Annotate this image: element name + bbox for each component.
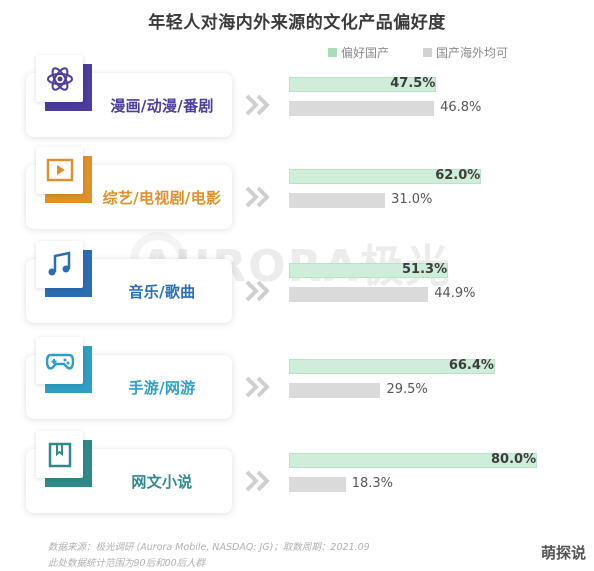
bar-domestic	[289, 77, 437, 92]
category-card: 漫画/动漫/番剧	[26, 55, 232, 137]
chevron-right-icon	[245, 470, 270, 492]
legend-swatch-domestic	[328, 48, 337, 57]
legend-item-domestic: 偏好国产	[328, 44, 389, 61]
category-icon-tile	[36, 241, 92, 297]
category-label: 漫画/动漫/番剧	[110, 96, 214, 115]
legend-swatch-either	[423, 48, 432, 57]
category-card: 综艺/电视剧/电影	[26, 147, 232, 229]
value-label-either: 29.5%	[386, 382, 428, 397]
book-icon	[36, 431, 83, 478]
gamepad-icon	[36, 337, 83, 384]
value-label-either: 31.0%	[391, 192, 433, 207]
value-label-domestic: 66.4%	[448, 358, 494, 373]
category-label: 手游/网游	[128, 378, 196, 397]
chevron-right-icon	[245, 94, 270, 116]
value-label-either: 18.3%	[351, 476, 394, 491]
bar-domestic	[289, 359, 495, 374]
chevron-right-icon	[245, 376, 270, 398]
category-icon-tile	[36, 147, 92, 203]
legend-item-either: 国产海外均可	[423, 44, 508, 61]
category-label: 音乐/歌曲	[128, 282, 196, 301]
value-label-domestic: 51.3%	[402, 262, 448, 277]
bar-domestic	[289, 263, 449, 278]
category-label: 综艺/电视剧/电影	[102, 188, 222, 207]
music-note-icon	[36, 241, 83, 288]
bar-either	[289, 193, 386, 208]
category-card: 音乐/歌曲	[26, 241, 232, 323]
category-icon-tile	[36, 431, 92, 487]
category-card: 网文小说	[26, 431, 232, 513]
bar-either	[289, 101, 435, 116]
bar-domestic	[289, 453, 537, 468]
category-label: 网文小说	[131, 472, 193, 491]
corner-mark: 萌探说	[540, 544, 586, 562]
atom-icon	[36, 55, 83, 102]
bar-domestic	[289, 169, 482, 184]
chart-title: 年轻人对海内外来源的文化产品偏好度	[148, 13, 446, 33]
category-icon-tile	[36, 337, 92, 393]
value-label-domestic: 62.0%	[435, 168, 481, 183]
bar-either	[289, 383, 381, 398]
legend-label-domestic: 偏好国产	[341, 46, 390, 60]
value-label-domestic: 80.0%	[491, 452, 537, 467]
bar-either	[289, 287, 429, 302]
chevron-right-icon	[245, 186, 270, 208]
value-label-domestic: 47.5%	[390, 76, 436, 91]
category-icon-tile	[36, 55, 92, 111]
legend-label-either: 国产海外均可	[436, 46, 509, 60]
bar-either	[289, 477, 346, 492]
chevron-right-icon	[245, 280, 270, 302]
value-label-either: 46.8%	[440, 100, 482, 115]
video-play-icon	[36, 147, 83, 194]
value-label-either: 44.9%	[434, 286, 476, 301]
category-card: 手游/网游	[26, 337, 232, 419]
footnote-scope: 此处数据统计范围为90后和00后人群	[48, 558, 206, 569]
footnote-source: 数据来源：极光调研 (Aurora Mobile, NASDAQ: JG)；取数…	[48, 542, 370, 553]
